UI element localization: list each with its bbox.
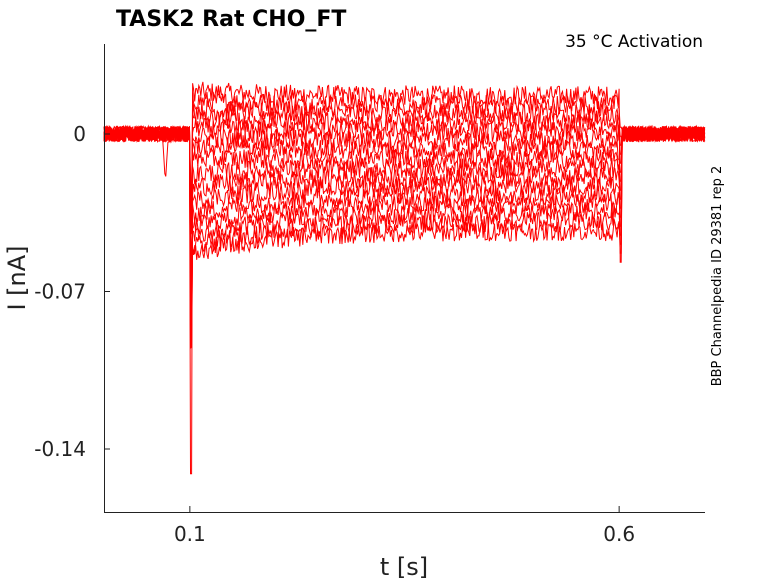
current-sweep-line: [103, 91, 706, 211]
current-sweep-line: [103, 125, 706, 262]
temperature-annotation: 35 °C Activation: [565, 32, 703, 52]
x-tick-label: 0.1: [174, 522, 206, 546]
current-sweep-line: [103, 124, 706, 291]
current-sweep-line: [103, 124, 705, 349]
y-axis-label: I [nA]: [3, 245, 31, 310]
current-sweep-line: [103, 117, 706, 234]
x-tick-label: 0.6: [603, 522, 635, 546]
x-ticks: 0.1 0.6: [174, 506, 635, 546]
source-label: BBP Channelpedia ID 29381 rep 2: [710, 166, 725, 387]
y-tick-label: 0: [73, 122, 86, 146]
current-sweep-line: [103, 124, 706, 218]
current-sweep-line: [103, 124, 706, 312]
current-sweep-line: [103, 124, 705, 235]
y-tick-label: -0.07: [34, 280, 86, 304]
chart-title: TASK2 Rat CHO_FT: [116, 7, 346, 32]
trace-group: [103, 81, 706, 475]
x-axis-label: t [s]: [380, 553, 428, 581]
current-sweep-line: [103, 99, 705, 215]
y-ticks: 0 -0.07 -0.14: [34, 122, 110, 461]
current-sweep-line: [103, 124, 706, 349]
current-sweep-line: [103, 81, 706, 475]
y-tick-label: -0.14: [34, 437, 86, 461]
